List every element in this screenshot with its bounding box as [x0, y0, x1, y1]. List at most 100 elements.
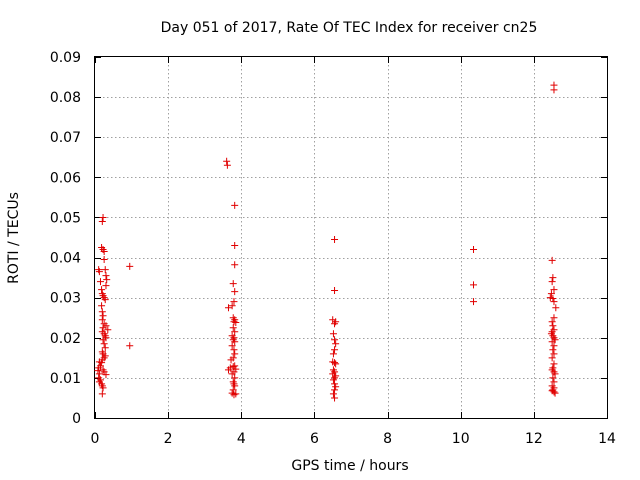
y-tick-label: 0.05	[50, 210, 81, 226]
y-tick-label: 0	[72, 411, 81, 427]
data-point	[331, 336, 339, 344]
data-point	[100, 340, 108, 348]
data-point	[98, 390, 106, 398]
data-point	[231, 328, 239, 336]
data-point	[550, 314, 558, 322]
y-tick-label: 0.07	[50, 130, 81, 146]
x-tick-label: 2	[164, 431, 173, 447]
data-point	[550, 342, 558, 350]
data-point	[95, 370, 103, 378]
data-point	[98, 302, 106, 310]
data-point	[96, 278, 104, 286]
data-point	[549, 294, 557, 302]
data-point	[331, 386, 339, 394]
data-point	[96, 362, 104, 370]
data-point	[231, 362, 239, 370]
data-point	[102, 371, 110, 379]
data-point	[229, 280, 237, 288]
data-point	[230, 346, 238, 354]
data-point	[470, 246, 478, 254]
data-point	[228, 370, 236, 378]
x-axis-label: GPS time / hours	[291, 458, 408, 474]
data-point	[126, 262, 134, 270]
data-point	[548, 354, 556, 362]
data-point	[99, 312, 107, 320]
data-point	[230, 391, 238, 399]
data-point	[95, 268, 103, 276]
data-point	[548, 278, 556, 286]
data-point	[331, 320, 339, 328]
data-point	[98, 286, 106, 294]
data-point	[231, 261, 239, 269]
y-tick-label: 0.06	[50, 170, 81, 186]
data-point	[331, 286, 339, 294]
data-point	[548, 338, 556, 346]
data-point	[548, 318, 556, 326]
y-tick-label: 0.02	[50, 331, 81, 347]
axis-ticks	[95, 57, 608, 419]
data-point	[101, 296, 109, 304]
data-point	[329, 390, 337, 398]
data-point	[548, 256, 556, 264]
data-point	[552, 304, 560, 312]
data-point	[550, 360, 558, 368]
data-point	[550, 286, 558, 294]
data-point	[99, 213, 107, 221]
data-point	[231, 288, 239, 296]
data-point	[102, 282, 110, 290]
data-point	[549, 374, 557, 382]
data-point	[329, 330, 337, 338]
data-point	[229, 386, 237, 394]
data-point	[231, 242, 239, 250]
y-tick-label: 0.01	[50, 371, 81, 387]
data-point	[230, 298, 238, 306]
data-point	[101, 344, 109, 352]
x-tick-label: 8	[383, 431, 392, 447]
data-point	[102, 322, 110, 330]
data-point	[231, 201, 239, 209]
data-point	[231, 374, 239, 382]
data-point	[228, 389, 236, 397]
data-point	[98, 308, 106, 316]
data-point	[331, 346, 339, 354]
plot-frame	[94, 56, 608, 419]
data-point	[550, 388, 558, 396]
data-point	[550, 350, 558, 358]
data-point	[470, 298, 478, 306]
data-point	[549, 274, 557, 282]
data-point	[332, 383, 340, 391]
data-point	[331, 394, 339, 402]
y-axis-label: ROTI / TECUs	[6, 192, 22, 284]
y-tick-label: 0.03	[50, 291, 81, 307]
data-point	[232, 319, 240, 327]
data-point	[98, 217, 106, 225]
x-tick-label: 0	[91, 431, 100, 447]
data-point	[100, 248, 108, 256]
x-tick-label: 4	[237, 431, 246, 447]
data-point	[226, 364, 234, 372]
data-point	[99, 384, 107, 392]
data-point	[104, 326, 112, 334]
data-point	[229, 324, 237, 332]
data-point	[549, 346, 557, 354]
data-point	[332, 340, 340, 348]
data-point	[547, 290, 555, 298]
x-tick-label: 12	[525, 431, 543, 447]
data-point	[551, 370, 559, 378]
data-point	[103, 276, 111, 284]
chart-title: Day 051 of 2017, Rate Of TEC Index for r…	[161, 20, 538, 36]
data-point	[228, 342, 236, 350]
data-point	[223, 161, 231, 169]
data-point	[550, 86, 558, 94]
data-point	[98, 316, 106, 324]
data-point	[331, 236, 339, 244]
y-tick-labels: 0 0.01 0.02 0.03 0.04 0.05 0.06 0.07 0.08 0.09	[50, 50, 81, 427]
data-point	[550, 378, 558, 386]
data-point	[231, 338, 239, 346]
data-point	[95, 358, 103, 366]
x-tick-label: 6	[310, 431, 319, 447]
data-point	[223, 157, 231, 165]
data-point	[329, 350, 337, 358]
y-tick-label: 0.08	[50, 90, 81, 106]
